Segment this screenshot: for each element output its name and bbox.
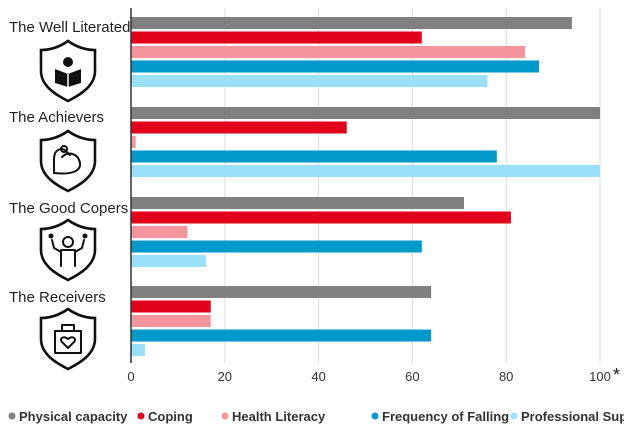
- bar: [131, 286, 432, 298]
- bar: [131, 46, 525, 58]
- legend-swatch: [510, 412, 518, 420]
- legend-label: Frequency of Falling: [382, 409, 509, 424]
- bar: [131, 226, 188, 238]
- category-labels: The Well Literated The Achievers The Good …: [9, 19, 130, 306]
- heart-box-icon: [39, 307, 97, 371]
- legend-swatch: [137, 412, 145, 420]
- x-tick-label: 100: [589, 369, 611, 384]
- legend-swatch: [8, 412, 16, 420]
- x-tick-label: 60: [405, 369, 419, 384]
- category-label: The Good Copers: [9, 200, 128, 217]
- flexed-arm-icon: [39, 129, 97, 193]
- reader-icon: [39, 39, 97, 103]
- juggler-icon: [39, 218, 97, 282]
- x-tick-label: 0: [127, 369, 134, 384]
- category-icons: [39, 39, 97, 371]
- bar: [131, 315, 211, 327]
- bar: [131, 255, 207, 267]
- x-tick-labels: 0 20 40 60 80 100: [127, 369, 610, 384]
- axis-note: *: [613, 365, 620, 385]
- bar: [131, 150, 497, 163]
- legend: Physical capacity Coping Health Literacy Fr…: [8, 409, 624, 424]
- legend-label: Health Literacy: [232, 409, 326, 424]
- bar: [131, 344, 146, 356]
- bar: [131, 240, 422, 253]
- legend-item: Coping: [137, 409, 193, 424]
- legend-label: Coping: [148, 409, 193, 424]
- bar: [131, 300, 211, 313]
- legend-item: Physical capacity: [8, 409, 128, 424]
- category-label: The Well Literated: [9, 19, 130, 36]
- x-tick-label: 20: [218, 369, 232, 384]
- bar: [131, 121, 347, 134]
- legend-item: Health Literacy: [221, 409, 326, 424]
- legend-item: Frequency of Falling: [371, 409, 509, 424]
- bar: [131, 329, 432, 342]
- x-tick-label: 80: [499, 369, 513, 384]
- bar: [131, 75, 488, 87]
- bar: [131, 60, 540, 73]
- bar: [131, 197, 464, 209]
- legend-swatch: [371, 412, 379, 420]
- legend-item: Professional Support: [510, 409, 624, 424]
- legend-label: Physical capacity: [19, 409, 128, 424]
- category-label: The Receivers: [9, 289, 106, 306]
- bar: [131, 165, 600, 177]
- bar: [131, 31, 422, 44]
- bar: [131, 211, 511, 224]
- x-tick-label: 40: [311, 369, 325, 384]
- bar: [131, 136, 136, 148]
- bar: [131, 107, 600, 119]
- bar: [131, 17, 572, 29]
- category-label: The Achievers: [9, 109, 104, 126]
- legend-swatch: [221, 412, 229, 420]
- legend-label: Professional Support: [521, 409, 624, 424]
- bars: [131, 17, 600, 356]
